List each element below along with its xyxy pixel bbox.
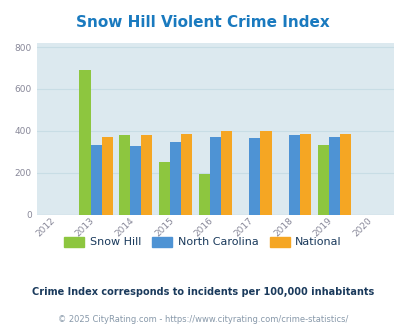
Bar — [119, 135, 130, 214]
Bar — [288, 135, 299, 214]
Bar — [101, 138, 113, 214]
Text: © 2025 CityRating.com - https://www.cityrating.com/crime-statistics/: © 2025 CityRating.com - https://www.city… — [58, 314, 347, 324]
Bar — [158, 162, 170, 214]
Bar — [79, 70, 90, 214]
Bar — [209, 137, 220, 214]
Bar — [198, 174, 209, 214]
Bar — [90, 146, 101, 214]
Bar — [220, 131, 231, 214]
Bar — [141, 135, 152, 214]
Bar — [181, 134, 192, 214]
Bar — [328, 138, 339, 214]
Bar — [339, 134, 350, 214]
Text: Snow Hill Violent Crime Index: Snow Hill Violent Crime Index — [76, 15, 329, 30]
Bar — [249, 138, 260, 214]
Bar — [130, 147, 141, 214]
Legend: Snow Hill, North Carolina, National: Snow Hill, North Carolina, National — [60, 232, 345, 252]
Bar — [170, 142, 181, 214]
Bar — [317, 146, 328, 214]
Bar — [299, 134, 311, 214]
Text: Crime Index corresponds to incidents per 100,000 inhabitants: Crime Index corresponds to incidents per… — [32, 287, 373, 297]
Bar — [260, 131, 271, 214]
